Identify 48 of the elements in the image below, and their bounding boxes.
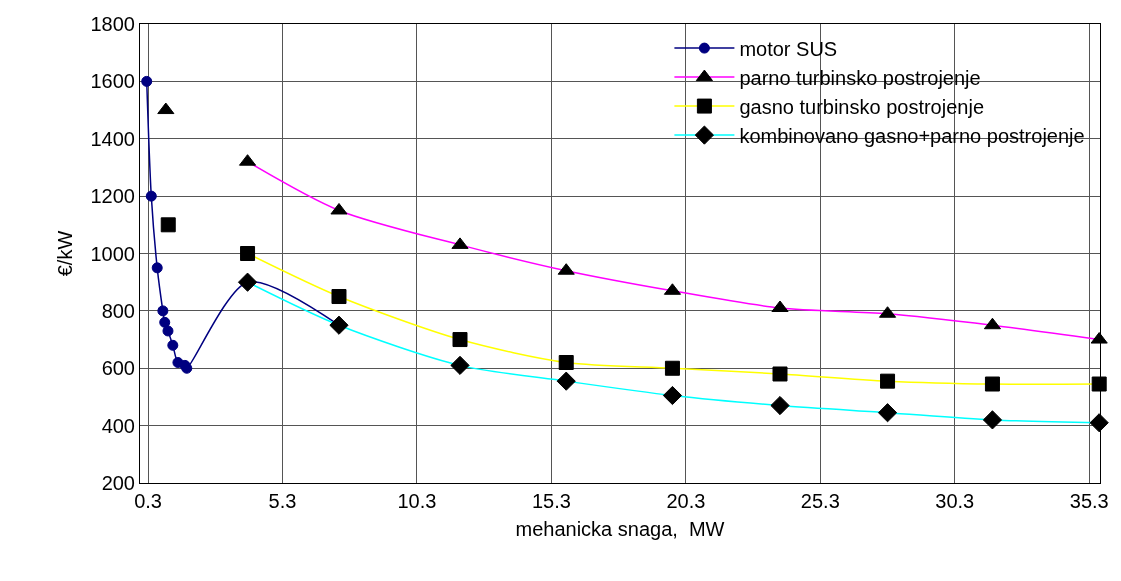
y-tick-label: 800 bbox=[101, 299, 135, 322]
y-tick-label: 400 bbox=[101, 414, 135, 437]
point bbox=[331, 289, 347, 305]
x-tick-label: 0.3 bbox=[134, 490, 162, 512]
y-tick-label: 1000 bbox=[90, 242, 135, 265]
x-tick-label: 30.3 bbox=[935, 490, 975, 512]
y-tick-label: 600 bbox=[101, 357, 135, 380]
x-tick-label: 5.3 bbox=[268, 490, 297, 512]
point bbox=[167, 339, 179, 351]
point bbox=[556, 371, 576, 391]
x-tick-label: 10.3 bbox=[397, 490, 437, 512]
point bbox=[330, 202, 348, 215]
x-tick-label: 25.3 bbox=[800, 490, 840, 512]
point bbox=[771, 300, 789, 313]
y-tick-label: 1800 bbox=[90, 13, 135, 35]
point bbox=[984, 376, 1000, 392]
point bbox=[880, 373, 896, 389]
y-tick-label: 1600 bbox=[90, 70, 135, 93]
point bbox=[329, 315, 349, 335]
point bbox=[1091, 376, 1107, 392]
y-axis-title: €/kW bbox=[54, 230, 76, 277]
x-tick-label: 35.3 bbox=[1069, 490, 1109, 512]
point bbox=[157, 305, 169, 317]
point bbox=[159, 316, 171, 328]
point bbox=[237, 272, 258, 292]
point bbox=[141, 75, 153, 87]
point bbox=[982, 410, 1003, 430]
y-tick-label: 200 bbox=[101, 472, 135, 494]
point bbox=[157, 102, 175, 115]
point bbox=[160, 217, 176, 233]
point bbox=[1089, 413, 1109, 433]
point bbox=[662, 385, 683, 406]
x-axis-title: mehanicka snaga, MW bbox=[515, 517, 725, 540]
point bbox=[240, 246, 256, 261]
point bbox=[162, 325, 174, 337]
x-tick-label: 15.3 bbox=[531, 490, 571, 512]
y-tick-label: 1200 bbox=[90, 185, 135, 208]
point bbox=[450, 355, 470, 375]
point bbox=[664, 360, 680, 376]
point bbox=[151, 262, 163, 274]
point bbox=[772, 366, 788, 382]
point bbox=[145, 190, 157, 202]
x-tick-label: 20.3 bbox=[666, 490, 706, 512]
point bbox=[770, 395, 790, 416]
y-tick-label: 1400 bbox=[90, 127, 135, 150]
point bbox=[452, 332, 468, 348]
point bbox=[558, 355, 574, 371]
point bbox=[877, 403, 898, 423]
